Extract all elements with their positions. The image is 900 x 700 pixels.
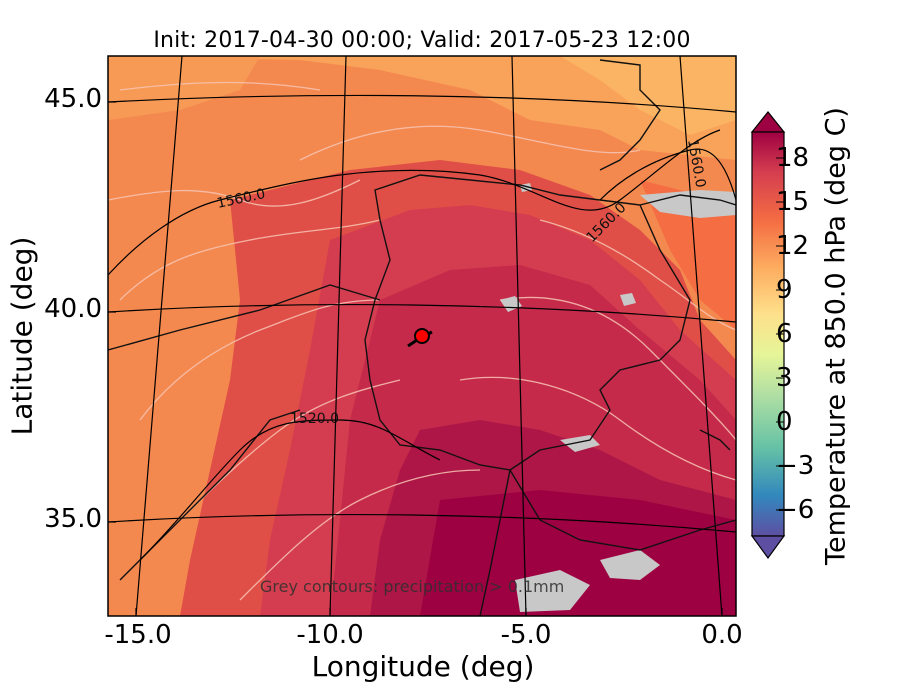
colorbar-tick-18: 18	[776, 143, 810, 173]
colorbar-tick-6: 6	[776, 319, 793, 349]
colorbar	[750, 111, 786, 560]
x-tick-minus5: -5.0	[500, 620, 552, 650]
y-tick-35: 35.0	[44, 504, 102, 534]
x-tick-0: 0.0	[701, 620, 743, 650]
height-label-south: 1520.0	[290, 411, 339, 427]
graticule	[108, 56, 736, 616]
colorbar-extend-bottom	[750, 535, 786, 560]
tick-marks	[108, 101, 723, 616]
x-axis-label: Longitude (deg)	[311, 650, 535, 683]
colorbar-tick-minus3: −3	[776, 451, 815, 481]
y-axis-label: Latitude (deg)	[5, 236, 39, 436]
y-tick-40: 40.0	[44, 294, 102, 324]
coastlines	[108, 59, 736, 616]
colorbar-tick-15: 15	[776, 187, 810, 217]
colorbar-label: Temperature at 850.0 hPa (deg C)	[820, 107, 852, 565]
map-title: Init: 2017-04-30 00:00; Valid: 2017-05-2…	[153, 28, 691, 53]
colorbar-tick-12: 12	[776, 231, 810, 261]
colorbar-tick-3: 3	[776, 363, 793, 393]
colorbar-tick-9: 9	[776, 275, 793, 305]
precipitation-note: Grey contours: precipitation > 0.1mm	[260, 577, 565, 596]
precipitation-patches	[500, 183, 736, 612]
colorbar-tick-minus6: −6	[776, 495, 815, 525]
location-marker	[407, 328, 433, 348]
height-contours	[108, 129, 736, 561]
colorbar-tick-0: 0	[776, 407, 793, 437]
x-tick-minus10: -10.0	[296, 620, 364, 650]
x-tick-minus15: -15.0	[104, 620, 172, 650]
plot-frame	[107, 55, 737, 617]
y-tick-45: 45.0	[44, 84, 102, 114]
